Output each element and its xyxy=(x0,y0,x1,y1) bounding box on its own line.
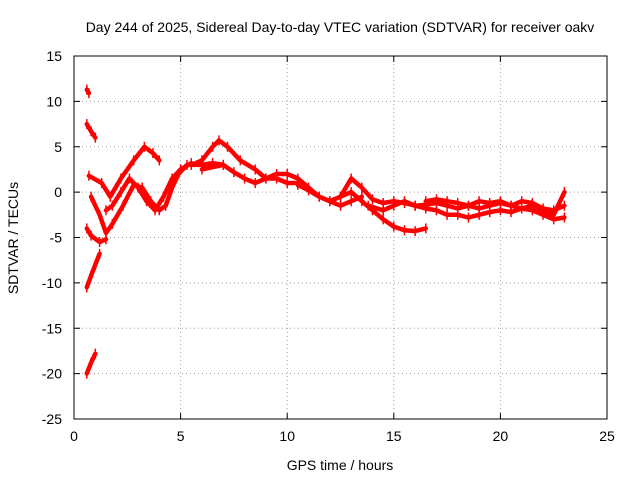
grid xyxy=(74,56,607,419)
y-tick-label: 5 xyxy=(54,139,62,155)
chart-title: Day 244 of 2025, Sidereal Day-to-day VTE… xyxy=(86,19,595,35)
x-tick-label: 0 xyxy=(70,428,78,444)
x-tick-label: 5 xyxy=(177,428,185,444)
series-line-arc-f xyxy=(86,144,162,199)
y-tick-label: -25 xyxy=(42,411,62,427)
series-line-arc-l xyxy=(338,176,567,218)
x-tick-label: 20 xyxy=(493,428,509,444)
series-line-arc-c xyxy=(84,226,109,245)
data-series xyxy=(84,84,567,379)
y-tick-label: 0 xyxy=(54,184,62,200)
y-tick-label: -15 xyxy=(42,320,62,336)
x-axis-label: GPS time / hours xyxy=(287,457,394,473)
y-axis-label: SDTVAR / TECUs xyxy=(5,182,21,294)
x-tick-label: 10 xyxy=(279,428,295,444)
y-tick-label: -20 xyxy=(42,366,62,382)
x-tick-label: 25 xyxy=(599,428,615,444)
series-line-arc-h xyxy=(103,160,194,213)
axes: 0 5 10 15 20 25 15 10 5 0 -5 -10 -15 -20 -25 xyxy=(42,48,615,444)
series-line-arc-d xyxy=(84,251,102,290)
y-tick-label: 10 xyxy=(46,93,62,109)
series-line-arc-n xyxy=(423,197,567,213)
y-tick-label: -5 xyxy=(50,230,63,246)
y-tick-label: 15 xyxy=(46,48,62,64)
plot-frame xyxy=(73,55,608,420)
x-tick-label: 15 xyxy=(386,428,402,444)
y-tick-label: -10 xyxy=(42,275,62,291)
